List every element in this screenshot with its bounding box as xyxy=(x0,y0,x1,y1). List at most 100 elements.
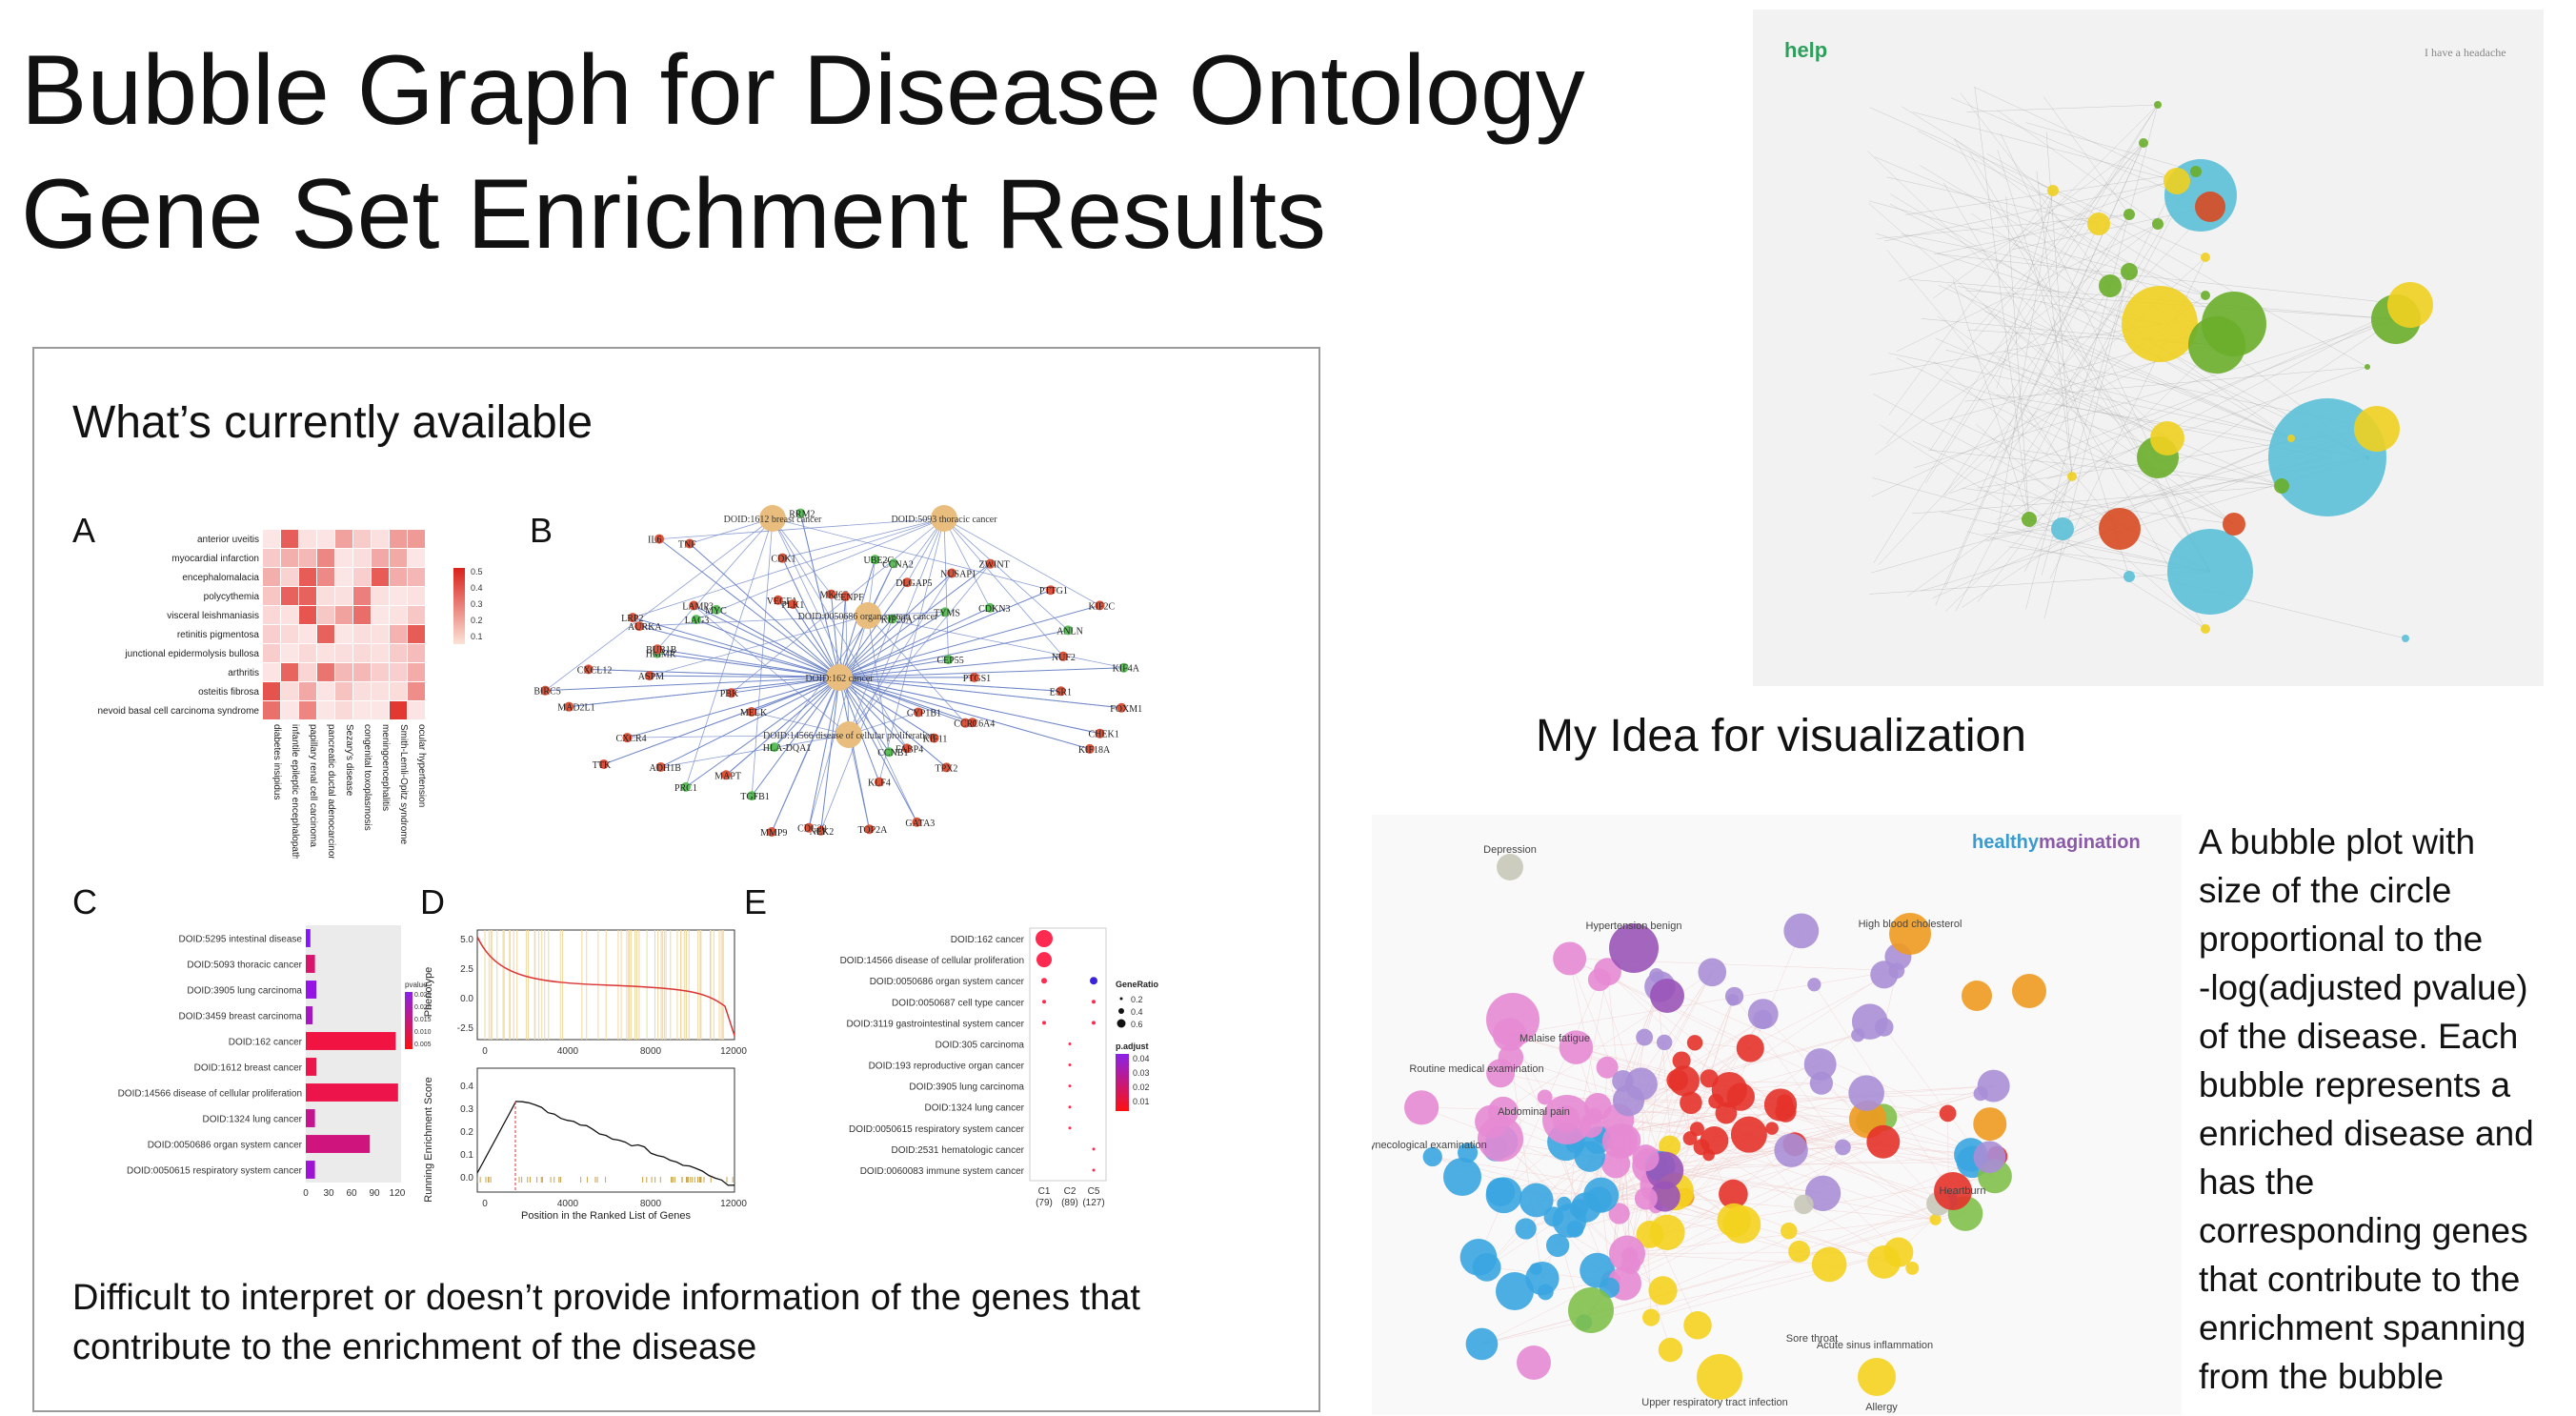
gene-label: CXCR4 xyxy=(615,734,646,744)
gene-node xyxy=(726,688,736,698)
dotplot-dot xyxy=(1092,1147,1096,1151)
tree-line xyxy=(1896,223,2159,352)
tree-line xyxy=(1997,110,2159,225)
network-edge xyxy=(838,563,991,678)
tree-bubble xyxy=(2365,364,2370,370)
panel-caption: Difficult to interpret or doesn’t provid… xyxy=(72,1273,1292,1372)
tree-bubble xyxy=(2201,291,2210,300)
heatmap-cell xyxy=(281,663,298,681)
heatmap-cell xyxy=(335,549,352,567)
gene-label: PLK1 xyxy=(781,600,804,611)
dotplot-row-label: DOID:2531 hematologic cancer xyxy=(891,1145,1024,1156)
tree-bubble xyxy=(2051,517,2074,540)
tree-bubble xyxy=(2201,253,2210,262)
heatmap-cell xyxy=(372,587,389,605)
heatmap-row-label: polycythemia xyxy=(204,592,260,602)
tree-line xyxy=(2046,366,2368,479)
dotplot-col-count: (79) xyxy=(1036,1198,1053,1208)
network-edge xyxy=(588,669,840,678)
network-edge xyxy=(808,615,869,828)
gene-label: PTGS1 xyxy=(963,674,991,684)
tree-line xyxy=(2033,321,2292,439)
heatmap-row-label: retinitis pigmentosa xyxy=(177,630,260,640)
panel-heading: What’s currently available xyxy=(72,397,594,448)
gene-label: MYC xyxy=(705,606,727,617)
heatmap-cell xyxy=(299,568,316,586)
network-edge xyxy=(838,604,1100,678)
gene-label: LRP2 xyxy=(621,614,643,624)
cloud-bubble xyxy=(1730,1116,1767,1153)
cloud-bubble xyxy=(1515,1218,1537,1240)
bar xyxy=(306,1135,371,1153)
network-edge xyxy=(685,517,774,788)
network-edge xyxy=(633,617,840,678)
gene-node xyxy=(1057,651,1068,661)
dotplot-legend-size-tick: 0.4 xyxy=(1131,1007,1143,1017)
network-edge xyxy=(657,648,840,678)
gene-label: PRC1 xyxy=(674,783,697,794)
heatmap-row-label: nevoid basal cell carcinoma syndrome xyxy=(97,706,259,717)
cloud-bubble xyxy=(1472,1252,1501,1282)
cloud-bubble xyxy=(1545,1233,1570,1258)
gsea-bottom-y-tick: 0.4 xyxy=(460,1082,473,1092)
cloud-bubble xyxy=(1680,1091,1702,1115)
gene-node xyxy=(598,759,609,769)
cloud-bubble-label: Acute sinus inflammation xyxy=(1817,1340,1933,1351)
cloud-bubble xyxy=(1788,1240,1811,1263)
tree-line xyxy=(1933,142,2144,299)
heatmap-cell xyxy=(390,701,407,719)
cloud-line xyxy=(1762,1013,1939,1204)
tree-bubble xyxy=(2365,455,2369,459)
gsea-bottom-y-tick: 0.2 xyxy=(460,1127,473,1138)
gsea-top-y-tick: -2.5 xyxy=(457,1023,474,1034)
gene-node xyxy=(1045,585,1056,596)
gene-label: ZWINT xyxy=(978,560,1009,571)
gene-label: BUB1B xyxy=(646,645,677,656)
gene-label: FABP4 xyxy=(896,744,923,755)
heatmap-col-label: congenital toxoplasmosis xyxy=(362,724,372,831)
bar xyxy=(306,1083,398,1102)
dotplot-row-label: DOID:162 cancer xyxy=(951,935,1025,945)
gsea-bottom-x-tick: 8000 xyxy=(640,1199,662,1209)
tree-line xyxy=(2009,285,2111,455)
gene-node xyxy=(628,613,638,623)
gene-node xyxy=(929,733,939,743)
disease-label: DOID:0050686 organ system cancer xyxy=(798,612,938,622)
bubble-cloud-image: Depression Hypertension benign High blood … xyxy=(1372,844,2046,1413)
tree-line xyxy=(2051,316,2211,573)
heatmap-cell xyxy=(372,549,389,567)
dotplot-dot xyxy=(1092,1168,1096,1172)
bubble-tree-image xyxy=(1867,87,2433,642)
heatmap-cell xyxy=(299,549,316,567)
cloud-line xyxy=(1624,1224,1742,1285)
heatmap-cell xyxy=(335,682,352,700)
gene-label: MAPT xyxy=(714,771,741,781)
heatmap-cell xyxy=(408,549,425,567)
bar xyxy=(306,929,311,947)
cloud-bubble xyxy=(1568,1287,1614,1333)
heatmap-col-label: meningoencephalitis xyxy=(380,724,391,811)
gsea-top-x-tick: 0 xyxy=(482,1046,488,1057)
tree-line xyxy=(1969,152,2211,573)
gene-label: KLF4 xyxy=(868,779,891,789)
heatmap-cell xyxy=(372,625,389,643)
gene-label: TNF xyxy=(678,539,696,550)
heatmap-cell xyxy=(353,701,371,719)
tree-line xyxy=(1966,104,2159,112)
gene-label: IL6 xyxy=(648,536,661,546)
gene-node xyxy=(985,558,996,569)
tree-line xyxy=(1983,528,2063,535)
network-edge xyxy=(772,517,832,595)
dotplot-row-label: DOID:0050687 cell type cancer xyxy=(892,998,1025,1008)
tree-line xyxy=(1869,571,2211,595)
heatmap-cell xyxy=(317,644,334,662)
cloud-bubble xyxy=(1649,1214,1685,1250)
heatmap-cell xyxy=(317,663,334,681)
bar-category-label: DOID:0050686 organ system cancer xyxy=(148,1141,303,1151)
cloud-line xyxy=(1600,1143,1796,1196)
disease-node xyxy=(855,602,881,629)
tree-line xyxy=(1868,202,2235,525)
cloud-bubble xyxy=(1726,994,1740,1006)
gene-node xyxy=(912,817,922,827)
dotplot-row-label: DOID:1324 lung cancer xyxy=(924,1103,1024,1114)
